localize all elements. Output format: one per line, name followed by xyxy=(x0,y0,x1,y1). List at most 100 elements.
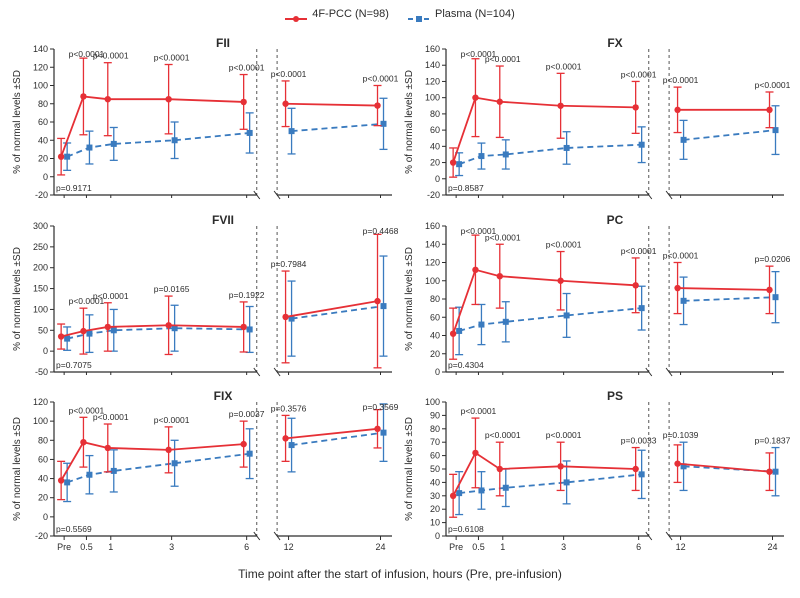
svg-text:Pre: Pre xyxy=(57,542,71,552)
legend-label-plasma: Plasma (N=104) xyxy=(435,8,515,20)
svg-text:120: 120 xyxy=(33,397,48,407)
svg-text:90: 90 xyxy=(430,411,440,421)
svg-text:0: 0 xyxy=(435,531,440,541)
svg-text:140: 140 xyxy=(425,239,440,249)
legend-item-pcc: 4F-PCC (N=98) xyxy=(285,8,389,20)
svg-text:100: 100 xyxy=(425,397,440,407)
svg-text:20: 20 xyxy=(38,493,48,503)
svg-text:60: 60 xyxy=(38,117,48,127)
svg-text:p<0.0001: p<0.0001 xyxy=(154,415,190,425)
svg-text:0: 0 xyxy=(435,174,440,184)
panel-ps: 0102030405060708090100Pre0.51361224% of … xyxy=(400,386,792,562)
svg-text:100: 100 xyxy=(33,416,48,426)
svg-text:FVII: FVII xyxy=(212,213,234,227)
svg-text:100: 100 xyxy=(425,93,440,103)
svg-text:120: 120 xyxy=(425,257,440,267)
svg-text:p=0.0037: p=0.0037 xyxy=(229,409,265,419)
svg-text:60: 60 xyxy=(430,125,440,135)
svg-text:3: 3 xyxy=(561,542,566,552)
x-axis-label: Time point after the start of infusion, … xyxy=(8,567,792,581)
svg-text:60: 60 xyxy=(430,451,440,461)
svg-text:p=0.4468: p=0.4468 xyxy=(363,226,399,236)
svg-text:% of normal levels ±SD: % of normal levels ±SD xyxy=(404,247,415,351)
svg-text:p<0.0001: p<0.0001 xyxy=(93,412,129,422)
svg-text:0.5: 0.5 xyxy=(80,542,93,552)
svg-text:40: 40 xyxy=(430,478,440,488)
legend-label-pcc: 4F-PCC (N=98) xyxy=(312,8,389,20)
svg-text:50: 50 xyxy=(430,464,440,474)
svg-text:-20: -20 xyxy=(35,531,48,541)
panel-container-fii: -20020406080100120140% of normal levels … xyxy=(8,33,400,210)
svg-text:80: 80 xyxy=(38,99,48,109)
svg-text:p=0.7984: p=0.7984 xyxy=(271,259,307,269)
svg-text:p=0.8587: p=0.8587 xyxy=(448,183,484,193)
svg-text:0: 0 xyxy=(43,346,48,356)
panel-fii: -20020406080100120140% of normal levels … xyxy=(8,33,400,209)
svg-text:160: 160 xyxy=(425,44,440,54)
svg-text:250: 250 xyxy=(33,242,48,252)
svg-text:p<0.0001: p<0.0001 xyxy=(154,53,190,63)
svg-text:p=0.6108: p=0.6108 xyxy=(448,524,484,534)
svg-text:PC: PC xyxy=(607,213,624,227)
svg-text:20: 20 xyxy=(430,348,440,358)
svg-text:p<0.0001: p<0.0001 xyxy=(363,74,399,84)
svg-text:Pre: Pre xyxy=(449,542,463,552)
panel-container-fx: -20020406080100120140160% of normal leve… xyxy=(400,33,792,210)
svg-text:80: 80 xyxy=(430,424,440,434)
chart-grid: -20020406080100120140% of normal levels … xyxy=(8,33,792,563)
legend: 4F-PCC (N=98) Plasma (N=104) xyxy=(8,8,792,27)
svg-text:1: 1 xyxy=(500,542,505,552)
svg-text:p<0.0001: p<0.0001 xyxy=(621,246,657,256)
svg-text:% of normal levels ±SD: % of normal levels ±SD xyxy=(12,417,23,521)
svg-text:p<0.0001: p<0.0001 xyxy=(546,61,582,71)
svg-text:20: 20 xyxy=(430,505,440,515)
svg-text:p<0.0001: p<0.0001 xyxy=(229,63,265,73)
svg-text:p=0.3569: p=0.3569 xyxy=(363,402,399,412)
svg-text:PS: PS xyxy=(607,389,623,403)
svg-text:300: 300 xyxy=(33,221,48,231)
svg-text:0: 0 xyxy=(43,172,48,182)
svg-text:p=0.5569: p=0.5569 xyxy=(56,524,92,534)
svg-text:150: 150 xyxy=(33,283,48,293)
panel-container-ps: 0102030405060708090100Pre0.51361224% of … xyxy=(400,386,792,563)
svg-text:FII: FII xyxy=(216,36,230,50)
panel-fx: -20020406080100120140160% of normal leve… xyxy=(400,33,792,209)
svg-text:p=0.0165: p=0.0165 xyxy=(154,284,190,294)
svg-text:0: 0 xyxy=(435,367,440,377)
svg-text:12: 12 xyxy=(676,542,686,552)
svg-text:0.5: 0.5 xyxy=(472,542,485,552)
svg-text:120: 120 xyxy=(33,62,48,72)
svg-text:40: 40 xyxy=(430,330,440,340)
svg-text:80: 80 xyxy=(430,109,440,119)
panel-pc: 020406080100120140160% of normal levels … xyxy=(400,210,792,386)
svg-text:FIX: FIX xyxy=(214,389,233,403)
svg-text:70: 70 xyxy=(430,438,440,448)
svg-text:80: 80 xyxy=(430,294,440,304)
svg-text:p<0.0001: p<0.0001 xyxy=(461,406,497,416)
svg-text:p<0.0001: p<0.0001 xyxy=(663,250,699,260)
svg-text:p<0.0001: p<0.0001 xyxy=(485,431,521,441)
svg-text:120: 120 xyxy=(425,76,440,86)
svg-text:40: 40 xyxy=(38,135,48,145)
svg-text:p=0.0206: p=0.0206 xyxy=(755,254,791,264)
svg-text:-20: -20 xyxy=(35,190,48,200)
svg-text:-50: -50 xyxy=(35,367,48,377)
svg-text:20: 20 xyxy=(430,158,440,168)
svg-text:p=0.1922: p=0.1922 xyxy=(229,290,265,300)
svg-text:40: 40 xyxy=(38,474,48,484)
svg-text:10: 10 xyxy=(430,518,440,528)
svg-text:6: 6 xyxy=(636,542,641,552)
svg-text:% of normal levels ±SD: % of normal levels ±SD xyxy=(12,247,23,351)
svg-text:% of normal levels ±SD: % of normal levels ±SD xyxy=(12,70,23,174)
svg-text:p<0.0001: p<0.0001 xyxy=(546,431,582,441)
svg-text:p<0.0001: p<0.0001 xyxy=(93,51,129,61)
svg-text:12: 12 xyxy=(284,542,294,552)
svg-text:p=0.3576: p=0.3576 xyxy=(271,404,307,414)
svg-text:100: 100 xyxy=(425,275,440,285)
svg-text:p=0.1837: p=0.1837 xyxy=(755,436,791,446)
svg-text:100: 100 xyxy=(33,304,48,314)
svg-text:p=0.4304: p=0.4304 xyxy=(448,360,484,370)
svg-text:p=0.1039: p=0.1039 xyxy=(663,431,699,441)
svg-text:p=0.0033: p=0.0033 xyxy=(621,436,657,446)
svg-text:p<0.0001: p<0.0001 xyxy=(271,69,307,79)
